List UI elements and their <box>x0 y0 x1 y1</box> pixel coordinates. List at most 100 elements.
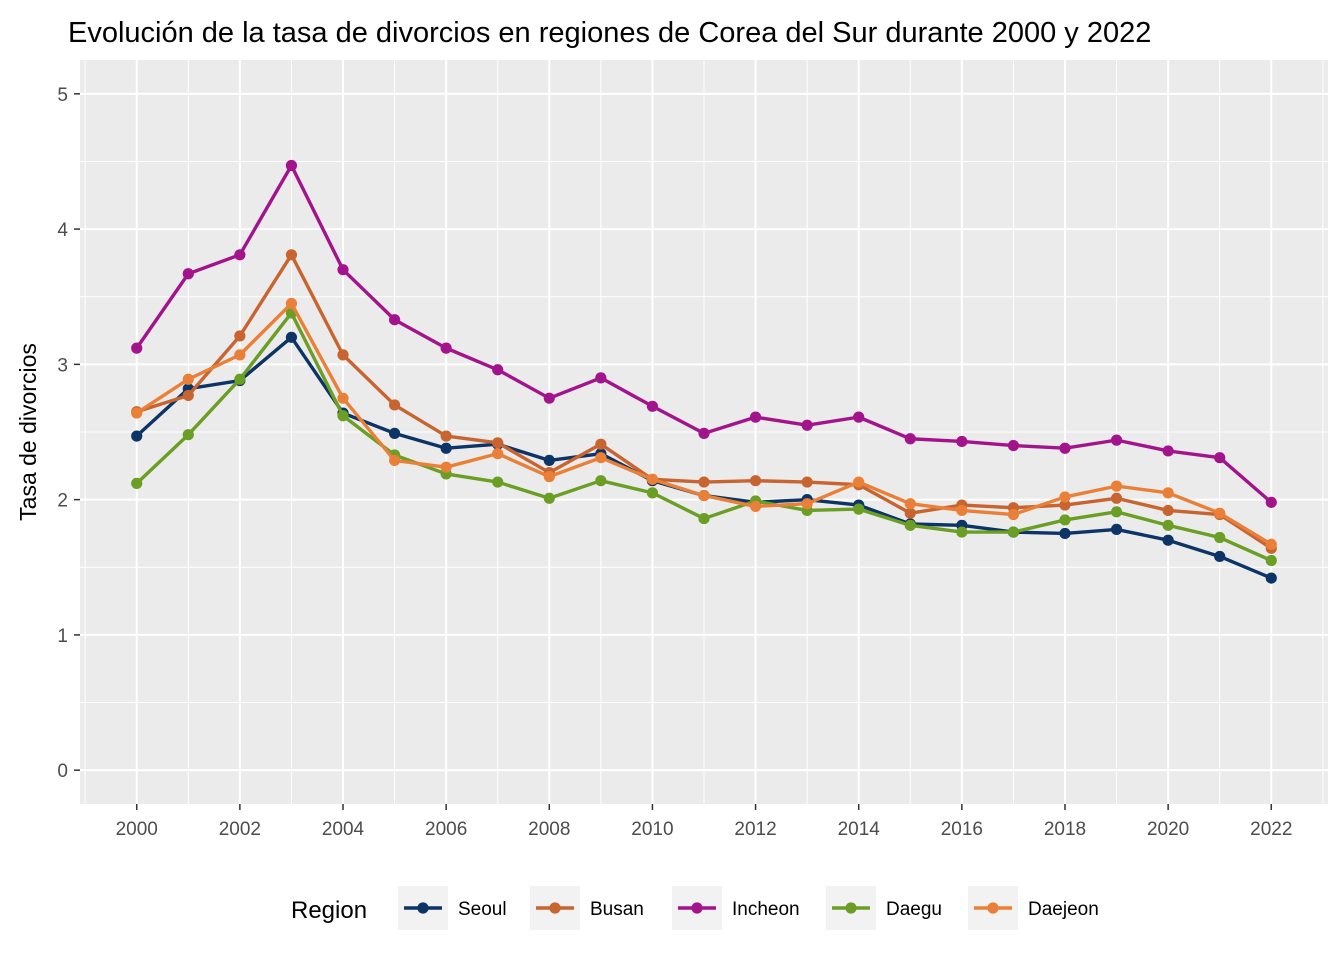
data-point <box>595 438 607 450</box>
data-point <box>801 498 813 510</box>
y-tick-label: 3 <box>57 355 68 376</box>
data-point <box>131 430 143 442</box>
y-tick-label: 4 <box>57 220 68 241</box>
data-point <box>234 330 246 342</box>
data-point <box>285 297 298 310</box>
data-point <box>1059 491 1071 503</box>
data-point <box>1265 572 1277 584</box>
legend-title: Region <box>291 897 367 924</box>
data-point <box>234 373 246 385</box>
legend-key-point <box>845 902 857 914</box>
legend-label: Daejeon <box>1028 899 1099 920</box>
data-point <box>698 489 710 502</box>
data-point <box>182 268 194 280</box>
data-point <box>1214 531 1226 544</box>
legend-item-seoul: Seoul <box>398 886 507 930</box>
legend-key-point <box>549 902 561 914</box>
legend-key-point <box>417 902 429 914</box>
data-point <box>388 314 401 326</box>
data-point <box>904 507 916 519</box>
data-point <box>1110 434 1123 446</box>
data-point <box>956 435 968 448</box>
legend-label: Seoul <box>458 899 507 920</box>
x-tick-label: 2020 <box>1147 819 1189 840</box>
data-point <box>492 476 504 488</box>
data-point <box>749 475 762 487</box>
series-daegu <box>131 307 1277 567</box>
legend-item-daegu: Daegu <box>826 886 942 930</box>
data-point <box>595 372 607 384</box>
data-point <box>595 475 607 487</box>
data-point <box>337 410 349 422</box>
data-point <box>1265 538 1277 550</box>
series-daejeon <box>131 297 1277 550</box>
data-point <box>543 492 555 504</box>
data-point <box>1110 480 1123 492</box>
y-axis: 0 1 2 3 4 5 <box>57 85 80 782</box>
data-point <box>904 519 916 531</box>
data-point <box>1110 523 1123 535</box>
y-tick-label: 0 <box>57 761 68 782</box>
data-point <box>388 454 401 467</box>
data-point <box>234 349 246 361</box>
data-point <box>1265 554 1277 567</box>
data-point <box>801 419 813 431</box>
data-point <box>853 411 865 423</box>
x-tick-label: 2006 <box>425 819 467 840</box>
legend-label: Daegu <box>886 899 942 920</box>
data-point <box>595 452 607 464</box>
data-point <box>492 364 504 376</box>
data-point <box>337 392 349 404</box>
data-point <box>337 264 349 276</box>
data-point <box>285 331 298 343</box>
data-point <box>1214 550 1226 563</box>
data-point <box>1162 534 1174 546</box>
data-point <box>801 476 813 488</box>
data-point <box>1162 504 1174 517</box>
x-tick-label: 2000 <box>116 819 158 840</box>
data-point <box>853 503 865 515</box>
x-tick-label: 2014 <box>838 819 881 840</box>
x-tick-label: 2022 <box>1250 819 1292 840</box>
data-point <box>182 389 194 402</box>
x-tick-label: 2018 <box>1044 819 1086 840</box>
y-tick-label: 1 <box>57 626 68 647</box>
data-point <box>492 448 504 460</box>
data-point <box>440 430 452 442</box>
data-point <box>543 454 555 467</box>
data-point <box>1214 507 1226 519</box>
data-point <box>1007 508 1020 521</box>
data-point <box>1162 487 1174 499</box>
data-point <box>131 407 143 419</box>
data-point <box>1007 439 1020 452</box>
data-point <box>285 249 298 261</box>
data-point <box>543 471 555 483</box>
series-incheon <box>131 159 1277 508</box>
data-point <box>1059 499 1071 511</box>
data-point <box>1214 452 1226 464</box>
data-point <box>1162 519 1174 531</box>
data-point <box>749 411 762 423</box>
legend-item-daejeon: Daejeon <box>968 886 1099 930</box>
data-point <box>440 461 452 473</box>
x-tick-label: 2008 <box>528 819 570 840</box>
y-tick-label: 2 <box>57 491 68 512</box>
x-tick-label: 2010 <box>631 819 673 840</box>
data-point <box>337 349 349 361</box>
data-point <box>853 476 865 488</box>
legend-key-point <box>691 902 703 914</box>
legend-label: Incheon <box>732 899 800 920</box>
x-tick-label: 2004 <box>322 819 365 840</box>
x-tick-label: 2016 <box>941 819 983 840</box>
data-point <box>646 400 659 412</box>
data-point <box>749 500 762 512</box>
data-point <box>234 249 246 261</box>
legend-key-point <box>987 902 999 914</box>
data-point <box>388 399 401 411</box>
data-point <box>543 392 555 404</box>
data-point <box>646 487 659 499</box>
data-point <box>440 442 452 454</box>
data-point <box>904 498 916 510</box>
data-point <box>646 473 659 485</box>
